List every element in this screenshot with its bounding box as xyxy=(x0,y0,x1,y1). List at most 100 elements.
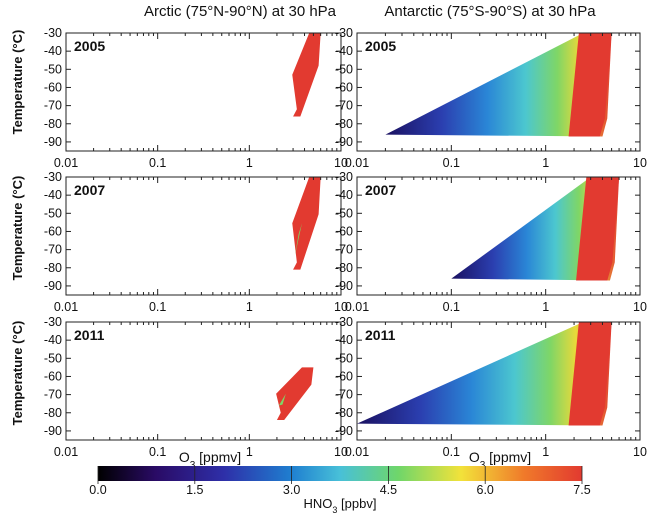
colorbar-tick-label: 1.5 xyxy=(186,483,203,497)
y-tick-label: -40 xyxy=(44,333,62,347)
y-tick-label: -40 xyxy=(335,44,353,58)
y-tick-label: -50 xyxy=(44,351,62,365)
y-tick-label: -80 xyxy=(44,406,62,420)
x-tick-label: 10 xyxy=(334,156,348,170)
axes-frame xyxy=(65,176,342,296)
y-tick-label: -60 xyxy=(335,224,353,238)
colorbar xyxy=(98,466,582,481)
y-tick-label: -40 xyxy=(335,333,353,347)
colorbar-tick-label: 7.5 xyxy=(573,483,590,497)
x-tick-label: 0.1 xyxy=(443,156,460,170)
year-label: 2011 xyxy=(365,327,396,343)
colorbar-label-unit: [ppbv] xyxy=(337,496,376,511)
x-tick-label: 1 xyxy=(246,300,253,314)
x-tick-label: 0.1 xyxy=(149,300,166,314)
panel-antarctic-2011: -30 -40 -50 -60 -70 -80 -90 0.01 0.1 1 10 2011 xyxy=(335,315,647,459)
y-tick-label: -80 xyxy=(335,261,353,275)
colorbar-tick-label: 0.0 xyxy=(89,483,106,497)
x-tick-label: 0.1 xyxy=(149,156,166,170)
data-region-low xyxy=(278,393,286,406)
data-region xyxy=(292,33,321,117)
year-label: 2005 xyxy=(365,38,396,54)
y-tick-label: -60 xyxy=(44,369,62,383)
ylabel-row-3: Temperature (°C) xyxy=(10,321,25,426)
colorbar-tick-label: 3.0 xyxy=(283,483,300,497)
year-label: 2007 xyxy=(365,182,396,198)
x-tick-label: 1 xyxy=(246,445,253,459)
y-tick-label: -90 xyxy=(335,424,353,438)
y-tick-label: -70 xyxy=(44,388,62,402)
ylabel-row-2: Temperature (°C) xyxy=(10,176,25,281)
x-tick-label: 10 xyxy=(633,156,647,170)
xlabel-left-sub: 3 xyxy=(190,460,196,471)
data-region xyxy=(568,322,612,426)
title-antarctic: Antarctic (75°S-90°S) at 30 hPa xyxy=(384,3,596,20)
x-tick-label: 0.01 xyxy=(345,156,369,170)
axes-frame xyxy=(65,321,342,441)
y-tick-label: -50 xyxy=(335,62,353,76)
y-tick-label: -80 xyxy=(335,117,353,131)
y-tick-label: -40 xyxy=(335,188,353,202)
colorbar-label-base: HNO xyxy=(304,496,333,511)
x-tick-label: 1 xyxy=(542,156,549,170)
y-tick-label: -30 xyxy=(335,26,353,40)
xlabel-left: O3 [ppmv] xyxy=(179,449,241,471)
y-tick-label: -30 xyxy=(44,26,62,40)
data-region-wedge xyxy=(385,33,612,137)
y-tick-label: -90 xyxy=(335,279,353,293)
y-tick-label: -70 xyxy=(335,243,353,257)
y-tick-label: -90 xyxy=(44,135,62,149)
y-tick-label: -60 xyxy=(335,80,353,94)
y-tick-label: -90 xyxy=(44,424,62,438)
y-tick-label: -70 xyxy=(335,99,353,113)
y-tick-label: -40 xyxy=(44,44,62,58)
panel-arctic-2011: -30 -40 -50 -60 -70 -80 -90 0.01 0.1 1 10 2011 xyxy=(44,315,348,459)
x-tick-label: 1 xyxy=(542,300,549,314)
panel-arctic-2005: -30 -40 -50 -60 -70 -80 -90 0.01 0.1 1 10 2005 xyxy=(44,26,348,170)
x-tick-label: 10 xyxy=(633,445,647,459)
y-tick-label: -70 xyxy=(44,243,62,257)
xlabel-left-base: O xyxy=(179,449,190,465)
data-region-wedge xyxy=(451,177,620,281)
y-tick-label: -60 xyxy=(44,224,62,238)
y-tick-label: -90 xyxy=(335,135,353,149)
y-tick-label: -50 xyxy=(335,206,353,220)
data-region xyxy=(576,177,620,281)
y-tick-label: -80 xyxy=(44,261,62,275)
y-tick-label: -30 xyxy=(335,315,353,329)
y-tick-label: -30 xyxy=(44,315,62,329)
y-tick-label: -70 xyxy=(335,388,353,402)
panel-antarctic-2005: -30 -40 -50 -60 -70 -80 -90 0.01 0.1 1 10 2005 xyxy=(335,26,647,170)
panel-arctic-2007: -30 -40 -50 -60 -70 -80 -90 0.01 0.1 1 10 2007 xyxy=(44,170,348,314)
y-tick-label: -30 xyxy=(335,170,353,184)
panel-antarctic-2007: -30 -40 -50 -60 -70 -80 -90 0.01 0.1 1 10 2007 xyxy=(335,170,647,314)
y-tick-label: -50 xyxy=(44,206,62,220)
x-tick-label: 10 xyxy=(334,300,348,314)
x-tick-label: 0.01 xyxy=(54,300,78,314)
colorbar-label: HNO3 [ppbv] xyxy=(304,496,377,513)
y-tick-label: -60 xyxy=(335,369,353,383)
xlabel-right-sub: 3 xyxy=(480,460,486,471)
ylabel-row-1: Temperature (°C) xyxy=(10,30,25,135)
xlabel-right-base: O xyxy=(469,449,480,465)
data-region xyxy=(276,367,314,421)
colorbar-label-sub: 3 xyxy=(332,505,337,513)
y-tick-label: -60 xyxy=(44,80,62,94)
y-tick-label: -70 xyxy=(44,99,62,113)
x-tick-label: 0.01 xyxy=(345,445,369,459)
panels: -30 -40 -50 -60 -70 -80 -90 0.01 0.1 1 10 2005 -30 -4… xyxy=(44,26,647,459)
data-region xyxy=(568,33,612,137)
axes-frame xyxy=(356,32,641,152)
data-region-wedge xyxy=(357,322,612,426)
colorbar-tick-label: 6.0 xyxy=(477,483,494,497)
xlabel-left-unit: [ppmv] xyxy=(195,449,241,465)
y-tick-label: -50 xyxy=(335,351,353,365)
xlabel-right: O3 [ppmv] xyxy=(469,449,531,471)
x-tick-label: 1 xyxy=(246,156,253,170)
colorbar-tick-label: 4.5 xyxy=(380,483,397,497)
y-tick-label: -80 xyxy=(335,406,353,420)
y-tick-label: -90 xyxy=(44,279,62,293)
x-tick-label: 0.1 xyxy=(443,300,460,314)
x-tick-label: 10 xyxy=(334,445,348,459)
